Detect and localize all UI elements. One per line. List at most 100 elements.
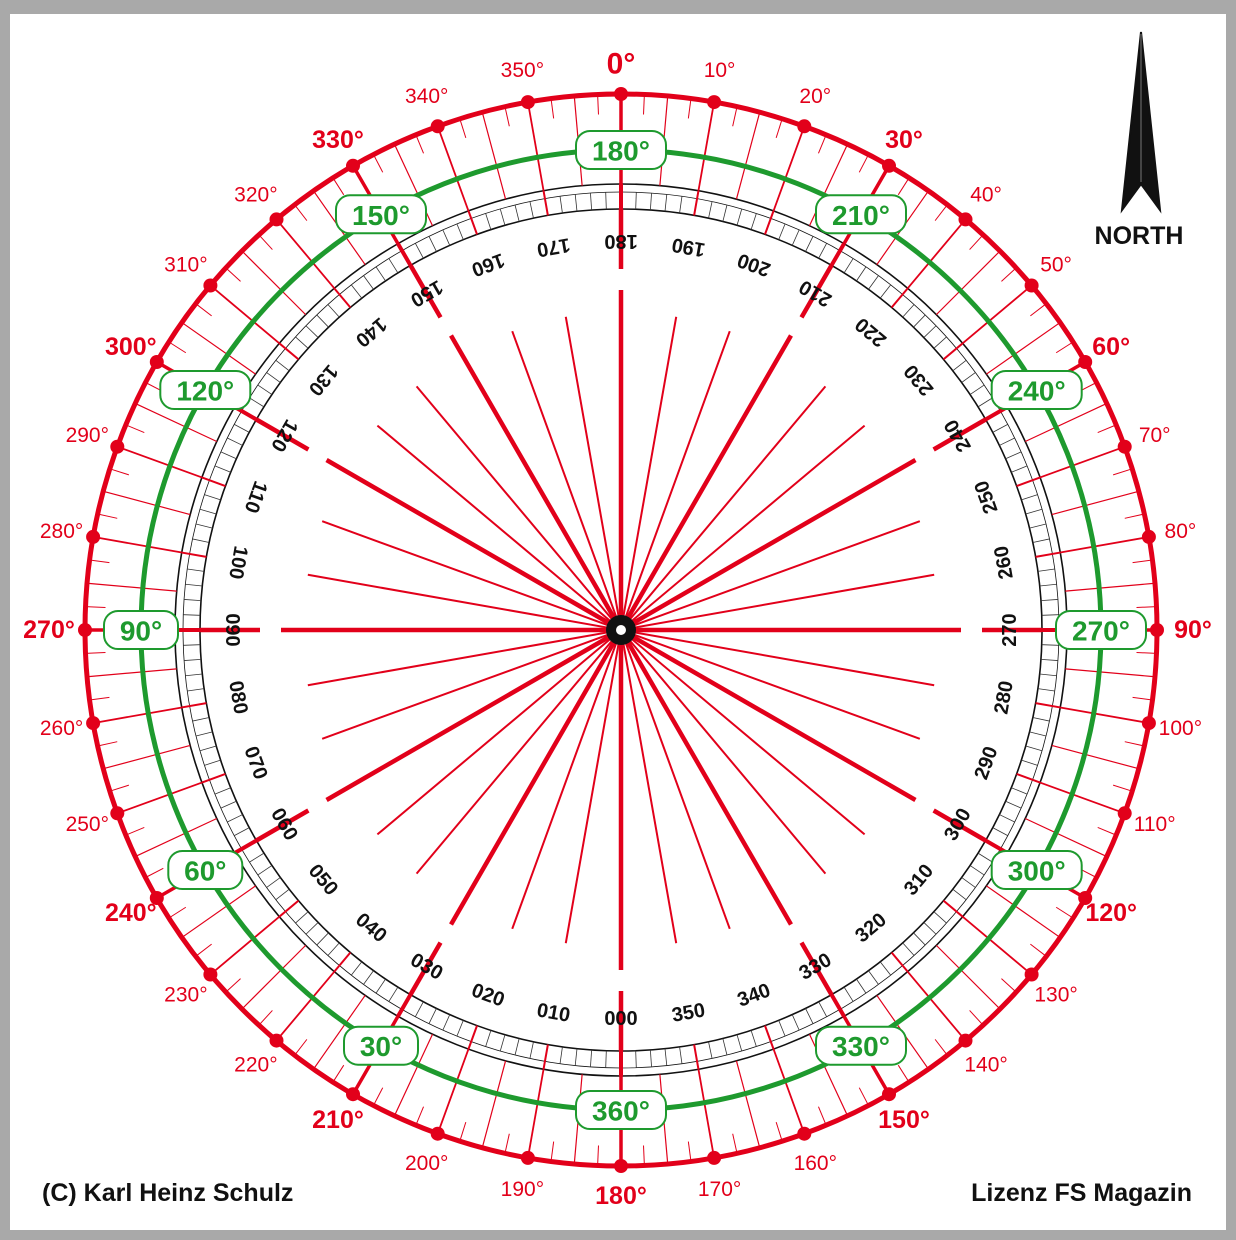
radial-line xyxy=(626,640,793,926)
scale-tick xyxy=(879,961,891,976)
scale-tick xyxy=(805,1008,814,1024)
inner-label: 030 xyxy=(407,949,447,985)
inner-label: 350 xyxy=(670,999,707,1026)
outer-tick xyxy=(85,652,106,654)
outer-major-label: 240° xyxy=(105,899,157,927)
outer-spoke-minor xyxy=(103,744,191,770)
radial-line-band xyxy=(396,993,413,1018)
outer-minor-label: 260° xyxy=(40,717,83,740)
green-label-box xyxy=(335,194,427,235)
green-label-box xyxy=(159,370,252,410)
ring-dot xyxy=(520,1150,535,1165)
green-label-pill: 180° xyxy=(575,130,667,170)
green-label-pill: 300° xyxy=(990,850,1083,890)
outer-minor-label: 70° xyxy=(1139,424,1171,447)
green-label-pill: 60° xyxy=(167,850,244,890)
inner-label: 050 xyxy=(304,860,342,900)
outer-major-label: 120° xyxy=(1085,899,1137,927)
outer-tick xyxy=(1136,606,1157,608)
scale-tick xyxy=(199,508,217,515)
scale-tick xyxy=(227,437,243,446)
outer-tick xyxy=(643,1145,645,1166)
scale-tick xyxy=(305,922,319,935)
ring-dot xyxy=(149,891,164,905)
outer-tick xyxy=(294,1039,308,1056)
ring-dot xyxy=(269,212,284,227)
license-text: Lizenz FS Magazin xyxy=(971,1179,1192,1207)
scale-tick xyxy=(1032,717,1050,722)
outer-minor-label: 160° xyxy=(794,1152,837,1175)
radial-line-band xyxy=(764,1025,775,1050)
radial-line-band xyxy=(542,190,549,216)
green-label-box xyxy=(575,130,667,170)
outer-tick xyxy=(459,1121,467,1142)
scale-tick xyxy=(750,213,757,230)
inner-label: 310 xyxy=(900,860,938,900)
ring-dot xyxy=(1117,806,1132,821)
ring-dot xyxy=(958,212,973,227)
inner-label: 150 xyxy=(407,275,447,311)
scale-tick xyxy=(977,852,993,863)
outer-spoke xyxy=(962,284,1033,345)
outer-tick xyxy=(897,1064,910,1083)
outer-minor-label: 130° xyxy=(1034,984,1077,1007)
outer-spoke xyxy=(962,915,1033,976)
ring-dot xyxy=(882,1087,896,1102)
scale-tick xyxy=(249,852,265,863)
ring-dot xyxy=(1117,439,1132,454)
inner-label: 010 xyxy=(535,999,572,1026)
inner-label: 160 xyxy=(469,248,508,280)
radial-line-band xyxy=(1016,773,1041,784)
inner-label: 250 xyxy=(970,478,1002,517)
center-hole xyxy=(616,625,626,635)
radial-line-mark xyxy=(799,264,834,319)
outer-spoke-minor xyxy=(313,994,366,1070)
outer-spoke xyxy=(436,1048,470,1134)
outer-tick xyxy=(1112,784,1133,792)
scale-tick xyxy=(868,275,879,290)
green-label-box xyxy=(167,850,244,890)
radial-line-mark xyxy=(799,941,834,996)
ring-dot xyxy=(520,95,535,110)
scale-tick xyxy=(605,192,607,210)
radial-line xyxy=(624,330,731,618)
scale-tick xyxy=(1041,614,1059,616)
scale-tick xyxy=(664,1048,668,1066)
outer-minor-label: 320° xyxy=(234,183,277,206)
green-label-pill: 210° xyxy=(815,194,907,235)
radial-line-mark xyxy=(932,808,987,843)
outer-tick xyxy=(109,784,130,792)
scale-tick xyxy=(485,213,492,230)
outer-minor-label: 350° xyxy=(501,59,544,82)
radial-line xyxy=(376,424,611,622)
outer-spoke-minor xyxy=(86,668,177,678)
outer-tick xyxy=(897,177,910,196)
outer-spoke-minor xyxy=(393,1033,434,1117)
radial-line xyxy=(415,640,613,875)
outer-tick xyxy=(858,1087,869,1106)
outer-spoke-minor xyxy=(86,582,177,592)
outer-major-label: 270° xyxy=(23,616,75,644)
copyright-text: (C) Karl Heinz Schulz xyxy=(42,1179,294,1207)
ring-dot xyxy=(707,1150,722,1165)
scale-tick xyxy=(1021,494,1038,501)
radial-line xyxy=(631,635,917,802)
scale-tick xyxy=(195,523,213,529)
scale-tick xyxy=(456,1020,464,1037)
outer-tick xyxy=(817,1106,827,1126)
ring-dot xyxy=(1024,278,1039,293)
scale-tick xyxy=(992,827,1008,836)
inner-label: 230 xyxy=(900,360,938,400)
ring-dot xyxy=(958,1033,973,1048)
outer-tick xyxy=(373,1087,384,1106)
ring-dot xyxy=(86,716,101,731)
outer-tick xyxy=(415,1106,425,1126)
radial-line-band xyxy=(278,899,300,918)
outer-spoke-minor xyxy=(985,322,1061,375)
ring-dot xyxy=(149,355,164,369)
scale-tick xyxy=(879,284,891,299)
ring-dot xyxy=(78,623,92,637)
outer-tick xyxy=(459,118,467,139)
radial-line-band xyxy=(829,993,846,1018)
outer-minor-label: 340° xyxy=(405,85,448,108)
